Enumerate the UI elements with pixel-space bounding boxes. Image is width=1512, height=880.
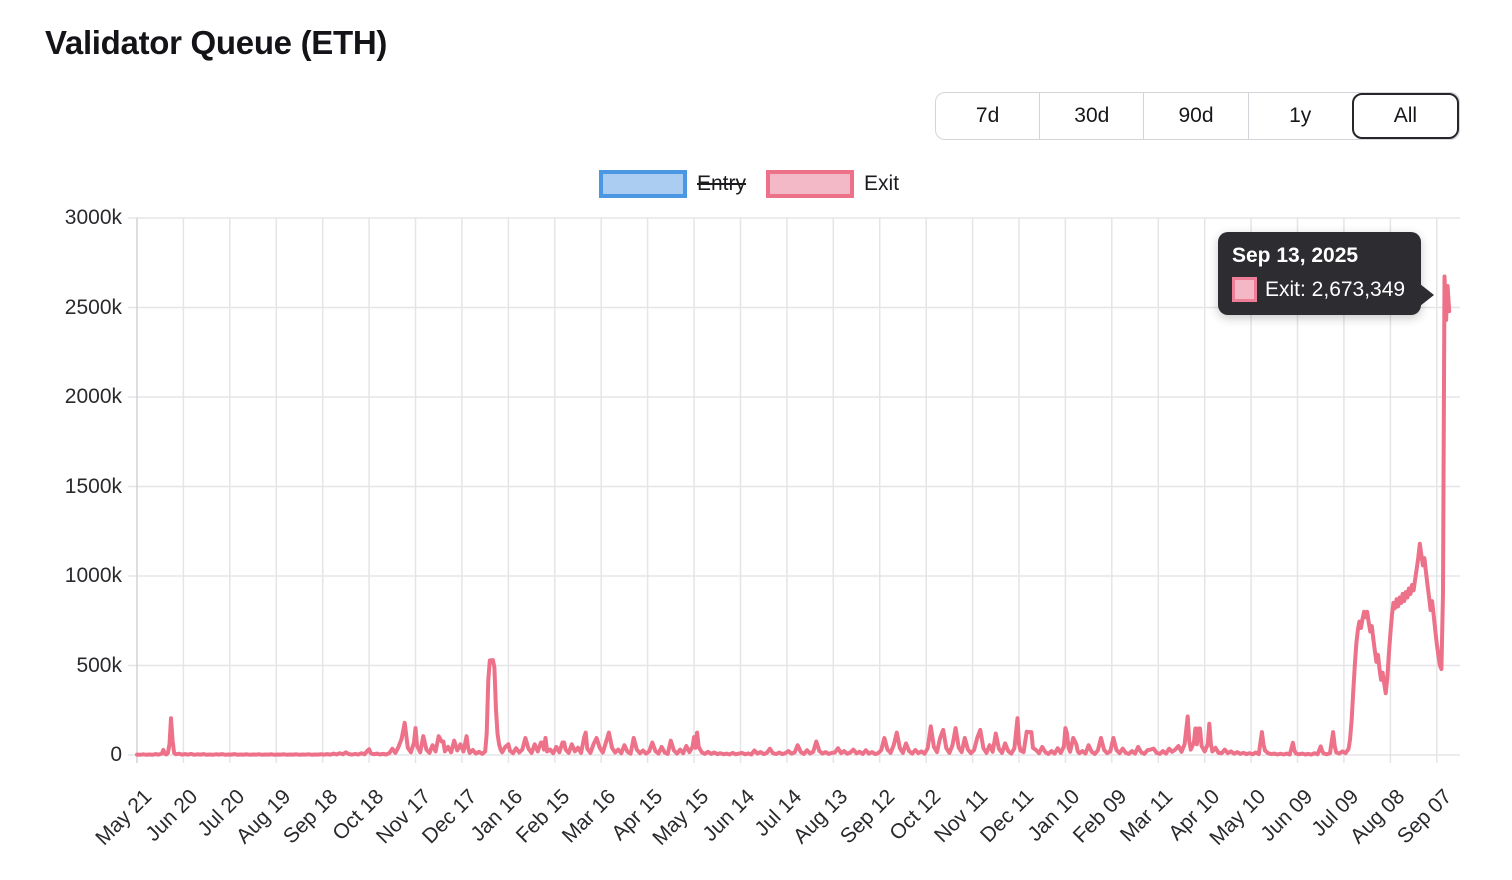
range-button-30d[interactable]: 30d	[1039, 93, 1143, 139]
legend-entry-label: Entry	[697, 172, 747, 195]
y-axis-label: 3000k	[64, 206, 122, 229]
chart-legend: Entry Exit	[599, 170, 899, 198]
y-axis-label: 500k	[76, 653, 122, 677]
range-button-7d[interactable]: 7d	[936, 93, 1039, 139]
page-title: Validator Queue (ETH)	[45, 24, 388, 61]
tooltip-exit-value: Exit: 2,673,349	[1265, 277, 1406, 301]
range-button-90d[interactable]: 90d	[1143, 93, 1247, 139]
y-axis-label: 0	[110, 743, 122, 766]
entry-series-swatch	[599, 170, 687, 198]
legend-item-exit[interactable]: Exit	[766, 170, 899, 198]
tooltip-exit-swatch-icon	[1232, 277, 1257, 302]
exit-series-line[interactable]	[135, 274, 1452, 757]
y-axis-label: 1000k	[64, 564, 122, 587]
tooltip-date: Sep 13, 2025	[1232, 244, 1359, 267]
range-button-1y[interactable]: 1y	[1247, 93, 1352, 139]
time-range-selector: 7d 30d 90d 1y All	[935, 92, 1460, 140]
y-axis-label: 2000k	[64, 385, 122, 408]
tooltip-row: Exit: 2,673,349	[1232, 277, 1405, 302]
y-axis-label: 1500k	[64, 474, 122, 498]
tooltip-arrow	[1420, 284, 1435, 306]
chart-tooltip: Sep 13, 2025 Exit: 2,673,349	[1218, 232, 1435, 315]
legend-exit-label: Exit	[864, 172, 900, 195]
legend-item-entry[interactable]: Entry	[599, 170, 746, 198]
exit-series-swatch	[766, 170, 855, 198]
y-axis-label: 2500k	[64, 295, 122, 319]
range-button-all[interactable]: All	[1351, 93, 1460, 139]
